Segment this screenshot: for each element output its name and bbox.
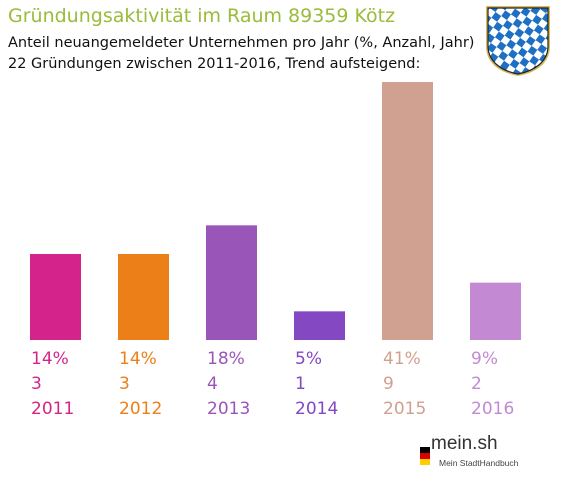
percent-label-2012: 14% <box>119 349 157 369</box>
bar-2011 <box>30 254 81 340</box>
chart-subtitle: Anteil neuangemeldeter Unternehmen pro J… <box>8 35 475 51</box>
percent-label-2014: 5% <box>295 349 322 369</box>
bar-2012 <box>118 254 169 340</box>
count-label-2012: 3 <box>119 374 130 394</box>
chart-title: Gründungsaktivität im Raum 89359 Kötz <box>8 5 396 27</box>
year-label-2013: 2013 <box>207 399 250 419</box>
logo-text: mein.sh <box>431 433 498 454</box>
percent-label-2016: 9% <box>471 349 498 369</box>
year-label-2016: 2016 <box>471 399 514 419</box>
count-label-2011: 3 <box>31 374 42 394</box>
count-label-2013: 4 <box>207 374 218 394</box>
percent-label-2013: 18% <box>207 349 245 369</box>
mein-sh-logo: mein.sh Mein StadtHandbuch <box>417 433 529 473</box>
percent-label-2015: 41% <box>383 349 421 369</box>
bavarian-crest-icon <box>486 6 550 76</box>
bar-2014 <box>294 311 345 340</box>
count-label-2015: 9 <box>383 374 394 394</box>
logo-subtext: Mein StadtHandbuch <box>439 458 519 468</box>
percent-label-2011: 14% <box>31 349 69 369</box>
year-label-2014: 2014 <box>295 399 338 419</box>
year-label-2012: 2012 <box>119 399 162 419</box>
bar-2015 <box>382 82 433 340</box>
count-label-2014: 1 <box>295 374 306 394</box>
year-label-2015: 2015 <box>383 399 426 419</box>
germany-flag-icon <box>420 447 430 465</box>
year-label-2011: 2011 <box>31 399 74 419</box>
bar-2013 <box>206 225 257 340</box>
bar-2016 <box>470 282 521 340</box>
chart-summary: 22 Gründungen zwischen 2011-2016, Trend … <box>8 56 421 72</box>
count-label-2016: 2 <box>471 374 482 394</box>
